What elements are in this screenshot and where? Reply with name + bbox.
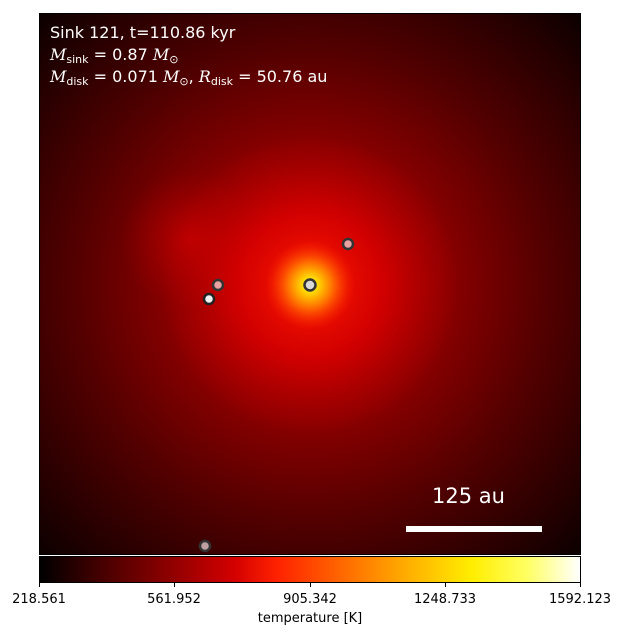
temperature-field: [40, 14, 580, 554]
info-title: Sink 121, t=110.86 kyr: [50, 23, 236, 42]
colorbar-tick: [310, 583, 311, 587]
colorbar-label: temperature [K]: [257, 611, 363, 626]
colorbar-tick-label: 905.342: [283, 592, 337, 607]
colorbar-tick: [39, 583, 40, 587]
sink-bottom[interactable]: [198, 539, 212, 553]
colorbar-tick: [174, 583, 175, 587]
info-disk: Mdisk = 0.071 M⊙, Rdisk = 50.76 au: [50, 67, 328, 88]
colorbar-tick-label: 1592.123: [548, 592, 612, 607]
temperature-map: Sink 121, t=110.86 kyr Msink = 0.87 M⊙ M…: [39, 13, 581, 555]
scale-bar: [406, 526, 542, 532]
sink-left-upper[interactable]: [211, 278, 225, 292]
r-disk-value: = 50.76 au: [238, 67, 328, 86]
colorbar-tick-label: 1248.733: [413, 592, 477, 607]
sink-upper-right[interactable]: [341, 237, 355, 251]
symbol-m: M: [50, 45, 67, 64]
sink-left-lower[interactable]: [202, 292, 216, 306]
info-mass-sink: Msink = 0.87 M⊙: [50, 45, 179, 66]
colorbar-tick-label: 561.952: [147, 592, 201, 607]
scale-bar-label: 125 au: [432, 484, 505, 508]
colorbar: [39, 556, 581, 583]
colorbar-tick-label: 218.561: [12, 592, 66, 607]
central-sink[interactable]: [303, 278, 317, 292]
m-disk-value: = 0.071: [93, 67, 158, 86]
colorbar-tick: [580, 583, 581, 587]
sink-markers: [198, 237, 355, 553]
colorbar-tick: [445, 583, 446, 587]
m-sink-value: = 0.87: [93, 45, 148, 64]
